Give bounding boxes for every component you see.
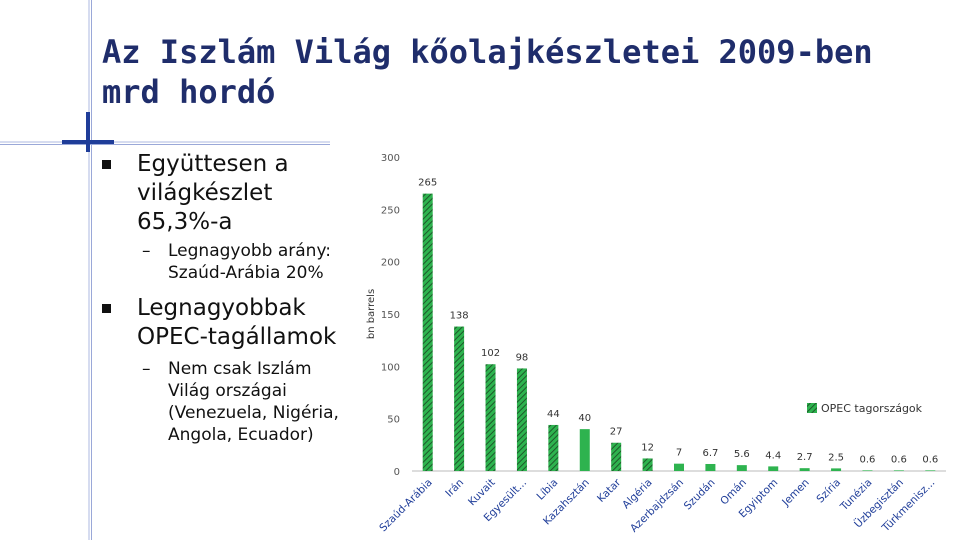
category-label: Irán — [443, 477, 466, 500]
category-label: Katar — [595, 476, 624, 505]
bar — [422, 193, 433, 471]
sub-bullet-text: Legnagyobb arány: Szaúd-Arábia 20% — [168, 241, 332, 283]
slide-title: Az Iszlám Világ kőolajkészletei 2009-ben… — [102, 33, 873, 111]
y-tick-label: 300 — [381, 153, 400, 164]
decorative-vertical-line — [88, 0, 90, 540]
data-label: 2.7 — [797, 452, 813, 463]
bar — [768, 466, 779, 471]
bar — [642, 458, 653, 471]
bar — [674, 463, 684, 471]
y-tick-label: 200 — [381, 258, 400, 269]
category-label: Jemen — [779, 477, 811, 509]
decorative-horizontal-line-inner — [0, 144, 330, 145]
reserves-bar-chart: 0 50 100 150 200 250 300 bn barrels 265 Szaúd-Ará… — [354, 146, 960, 540]
dash-bullet-icon: – — [142, 359, 151, 379]
data-label: 27 — [610, 427, 623, 438]
legend-label: OPEC tagországok — [821, 402, 923, 415]
data-label: 265 — [418, 178, 437, 189]
legend-swatch — [807, 403, 817, 413]
data-label: 44 — [547, 409, 560, 420]
bar — [705, 463, 716, 471]
data-label: 0.6 — [860, 454, 876, 465]
data-label: 138 — [450, 311, 469, 322]
data-label: 40 — [578, 413, 591, 424]
data-label: 6.7 — [702, 448, 718, 459]
category-label: Líbia — [534, 477, 560, 503]
decorative-cross-vertical — [86, 112, 90, 152]
bar — [925, 470, 936, 471]
y-tick-label: 250 — [381, 205, 400, 216]
dash-bullet-icon: – — [142, 241, 151, 261]
bullet-text: Együttesen a világkészlet 65,3%-a — [137, 151, 289, 235]
decorative-vertical-line-inner — [91, 0, 92, 540]
square-bullet-icon — [102, 304, 111, 313]
square-bullet-icon — [102, 160, 111, 169]
bar — [862, 470, 873, 471]
category-label: Szíria — [814, 477, 843, 506]
y-tick-label: 50 — [387, 415, 400, 426]
data-label: 0.6 — [891, 454, 907, 465]
category-label: Szaúd-Arábia — [377, 477, 435, 535]
bar — [516, 368, 527, 471]
data-label: 0.6 — [922, 454, 938, 465]
left-band — [0, 0, 92, 540]
data-label: 4.4 — [765, 450, 781, 461]
bar — [799, 468, 810, 471]
y-axis-title: bn barrels — [366, 289, 377, 339]
data-label: 7 — [676, 448, 682, 459]
y-tick-label: 0 — [394, 467, 400, 478]
bar — [454, 326, 465, 471]
decorative-cross-horizontal — [62, 140, 114, 144]
data-label: 12 — [641, 442, 654, 453]
sub-bullet-text: Nem csak Iszlám Világ országai (Venezuel… — [168, 359, 339, 445]
data-label: 5.6 — [734, 449, 750, 460]
data-label: 102 — [481, 348, 500, 359]
data-label: 2.5 — [828, 452, 844, 463]
bullet-text: Legnagyobbak OPEC-tagállamok — [137, 295, 337, 350]
bar — [736, 465, 747, 471]
bar — [485, 364, 496, 471]
data-label: 98 — [516, 352, 529, 363]
bar — [893, 470, 904, 471]
bar — [548, 424, 559, 471]
decorative-horizontal-line — [0, 141, 330, 143]
y-tick-label: 100 — [381, 362, 400, 373]
chart-svg: 0 50 100 150 200 250 300 bn barrels 265 Szaúd-Ará… — [366, 153, 946, 535]
y-tick-label: 150 — [381, 310, 400, 321]
bar — [831, 468, 842, 471]
bar — [579, 429, 590, 471]
bar — [611, 442, 622, 471]
category-label: Szudán — [682, 477, 718, 513]
